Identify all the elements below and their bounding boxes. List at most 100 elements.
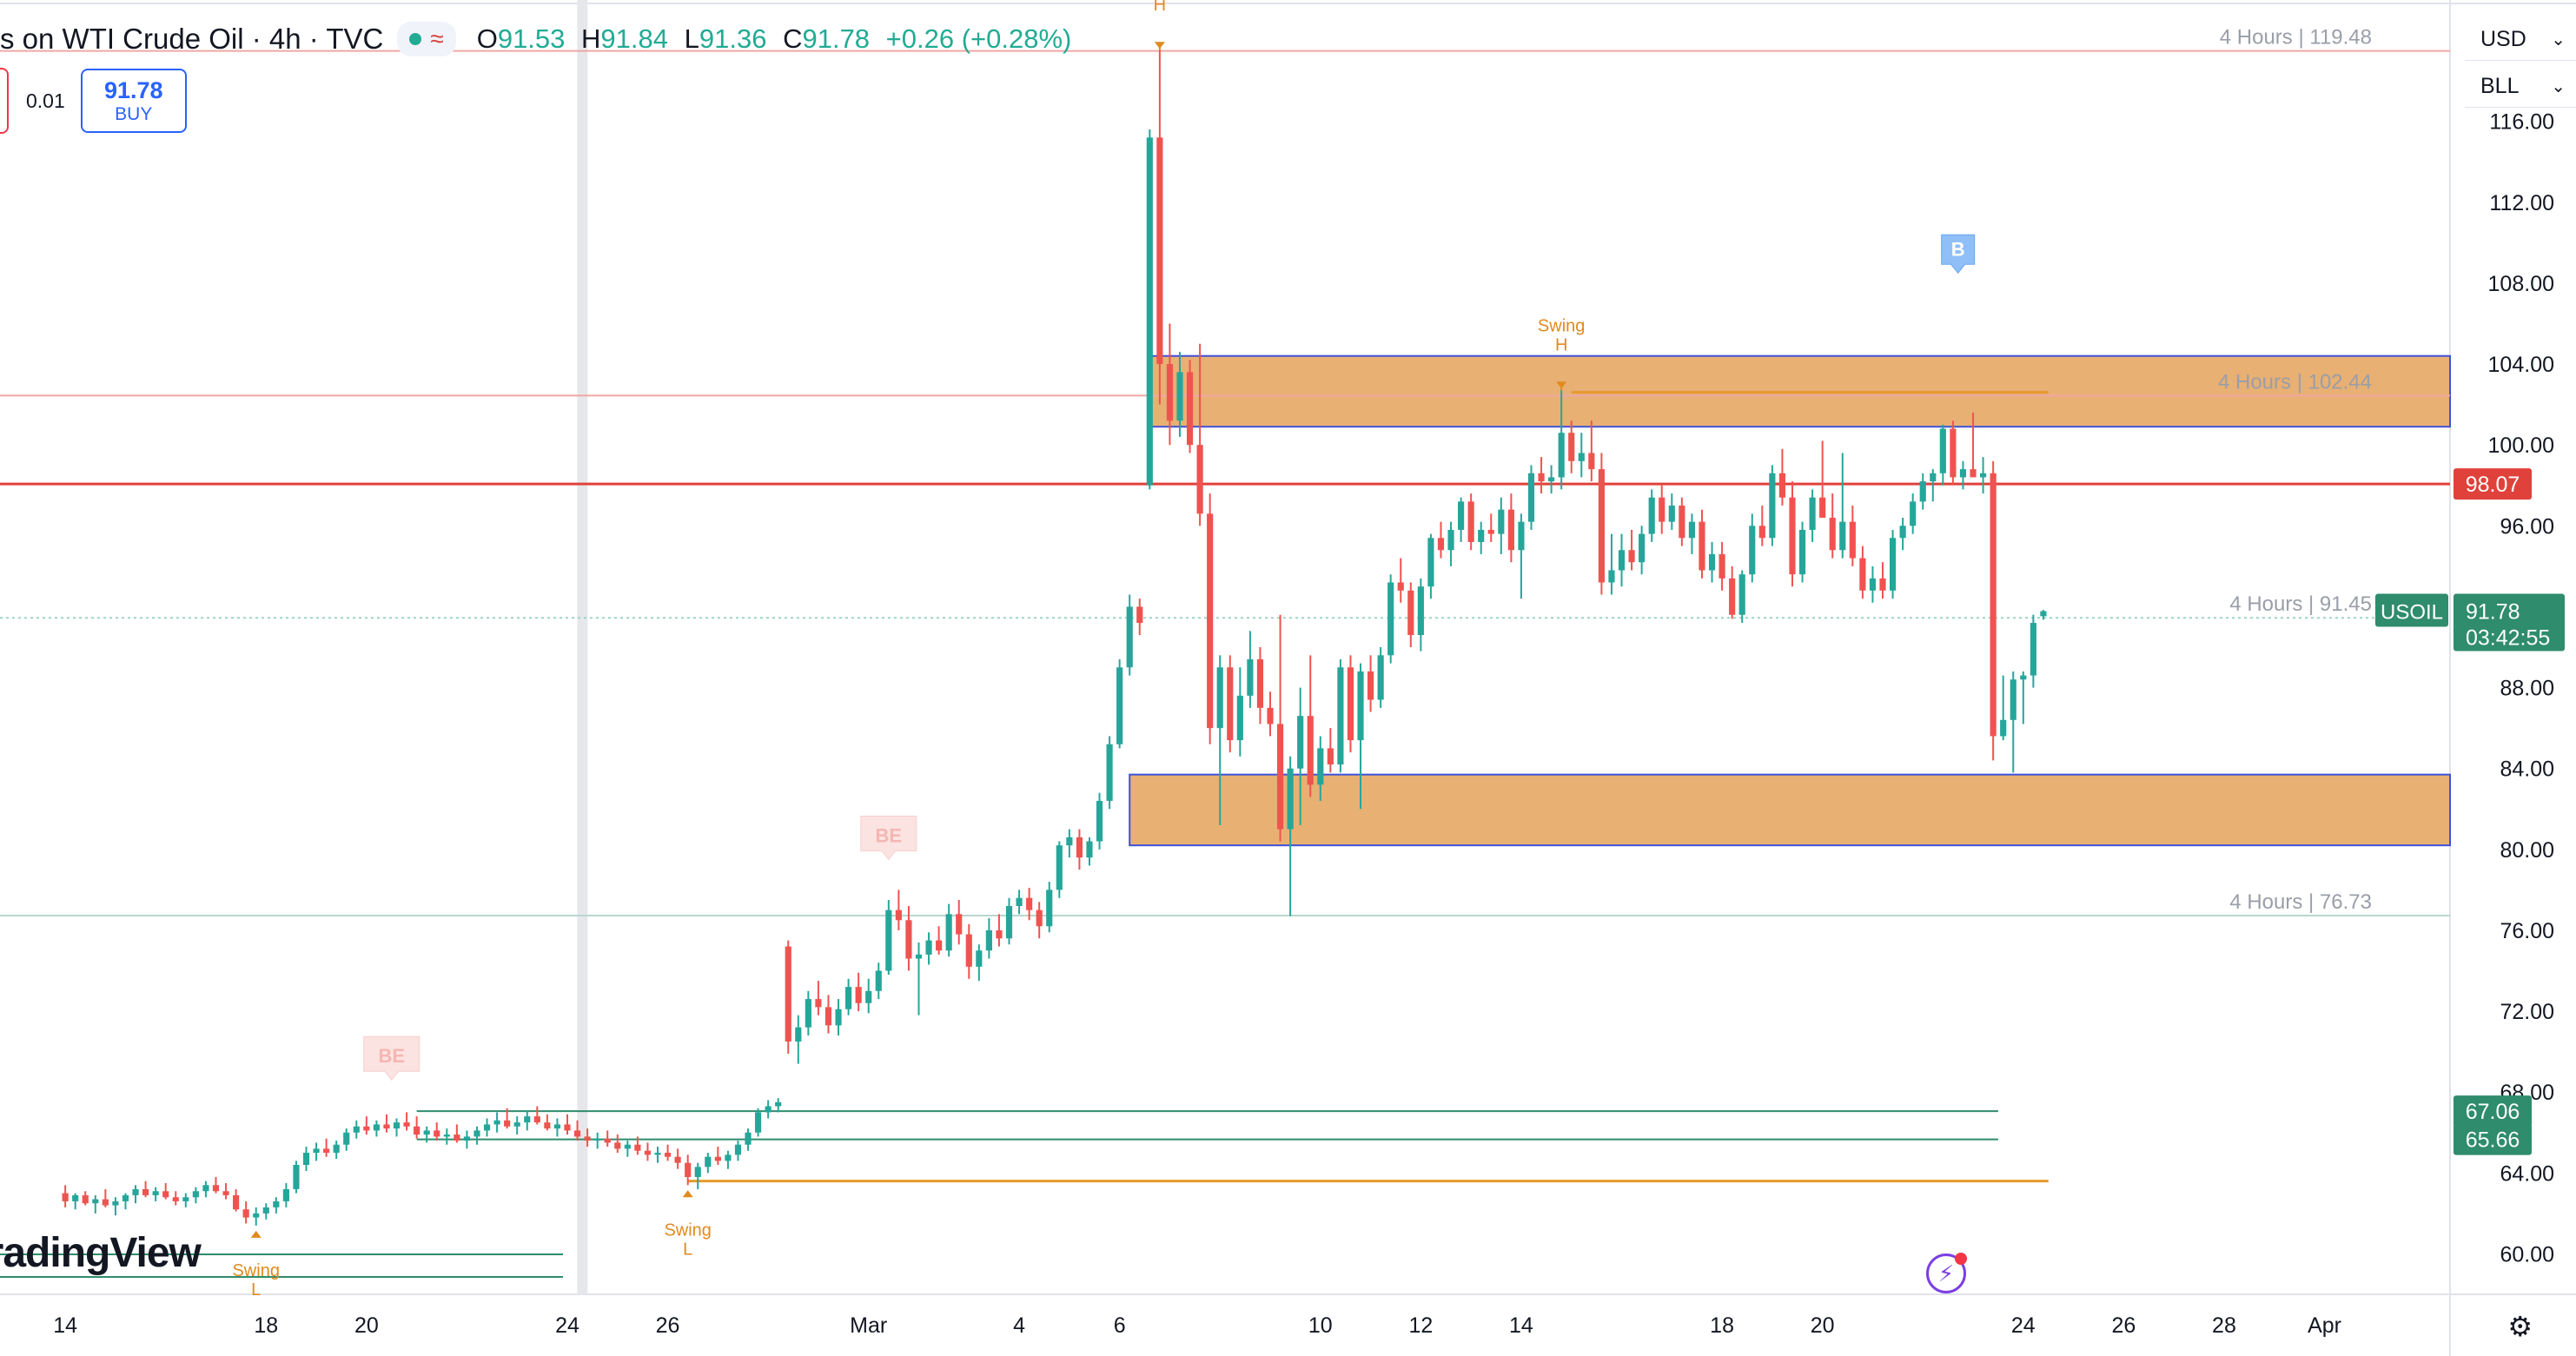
buy-button[interactable]: 91.78 BUY	[80, 69, 187, 133]
candle-body	[1618, 550, 1626, 571]
candle-body	[875, 970, 882, 991]
swing-sub-label: L	[251, 1280, 261, 1300]
market-status-pill[interactable]: ≈	[397, 22, 456, 56]
level-label: 4 Hours | 91.45	[2229, 592, 2372, 616]
ohlc-low-value: 91.36	[699, 23, 767, 54]
candle-body	[1738, 574, 1745, 615]
candle-body	[1337, 667, 1344, 765]
candle-body	[233, 1194, 240, 1210]
candle-body	[414, 1126, 421, 1135]
candle-body	[1317, 748, 1324, 785]
market-open-icon	[409, 33, 422, 45]
candle-body	[1578, 453, 1585, 461]
swing-sub-label: H	[1555, 335, 1567, 354]
candle-body	[996, 929, 1003, 939]
candle-body	[1387, 582, 1394, 656]
candle-body	[323, 1148, 330, 1154]
candle-body	[855, 987, 862, 1003]
unit-select[interactable]: BLL ⌄	[2465, 66, 2576, 108]
x-tick-label: 24	[2011, 1313, 2036, 1338]
candle-body	[1036, 910, 1043, 927]
candle-body	[1970, 469, 1977, 478]
candle-body	[674, 1156, 681, 1163]
candle-body	[513, 1122, 520, 1127]
candle-body	[1046, 890, 1053, 927]
candle-body	[483, 1124, 491, 1131]
candle-body	[132, 1188, 139, 1195]
candle-body	[845, 987, 852, 1009]
candle-body	[1267, 707, 1274, 724]
candle-body	[956, 914, 963, 935]
candle-body	[1106, 744, 1113, 801]
candle-body	[1367, 671, 1374, 700]
candle-body	[1005, 906, 1013, 939]
candle-body	[343, 1132, 350, 1145]
symbol-title[interactable]: s on WTI Crude Oil · 4h · TVC	[0, 23, 384, 55]
candle-body	[694, 1167, 701, 1177]
candle-body	[1056, 845, 1063, 890]
candle-body	[985, 929, 992, 951]
y-tick-label: 104.00	[2488, 353, 2554, 377]
x-tick-label: 24	[555, 1313, 579, 1338]
candle-body	[1507, 509, 1514, 551]
candle-body	[664, 1153, 672, 1157]
ohlc-high-value: 91.84	[600, 23, 668, 54]
symbol-badge	[2375, 593, 2448, 627]
candle-body	[1417, 586, 1424, 636]
currency-select[interactable]: USD ⌄	[2465, 19, 2576, 61]
candle-body	[1899, 526, 1906, 539]
flash-icon[interactable]: ⚡	[1926, 1253, 1967, 1293]
notification-dot	[1955, 1253, 1967, 1265]
candle-body	[1659, 497, 1665, 522]
candle-body	[553, 1124, 561, 1129]
candle-body	[62, 1193, 69, 1201]
candle-body	[1527, 473, 1535, 522]
candle-body	[1910, 501, 1917, 526]
candle-body	[1256, 658, 1264, 708]
trade-marker	[860, 815, 917, 861]
candle-body	[714, 1156, 721, 1161]
y-tick-label: 96.00	[2500, 514, 2554, 539]
ohlc-close-key: C	[783, 23, 803, 54]
candle-body	[725, 1154, 732, 1161]
candle-body	[1708, 553, 1716, 571]
trade-marker-label: BE	[378, 1045, 405, 1067]
candle-body	[754, 1112, 762, 1133]
candle-body	[2020, 675, 2027, 680]
swing-low-icon	[682, 1190, 693, 1198]
candle-body	[112, 1201, 119, 1206]
candle-body	[313, 1148, 320, 1154]
ohlc-open-key: O	[476, 23, 498, 54]
candle-body	[745, 1132, 752, 1145]
candle-body	[705, 1156, 712, 1167]
ohlc-readout: O91.53 H91.84 L91.36 C91.78 +0.26 (+0.28…	[477, 23, 1072, 55]
candle-body	[443, 1134, 450, 1137]
ohlc-low-key: L	[684, 23, 699, 54]
candle-body	[172, 1197, 179, 1201]
candle-body	[805, 999, 811, 1028]
candle-body	[1287, 768, 1294, 830]
sell-button[interactable]	[0, 68, 9, 134]
y-tick-label: 76.00	[2500, 919, 2554, 943]
candle-body	[1809, 497, 1816, 530]
candle-body	[1397, 582, 1404, 591]
candle-body	[1156, 137, 1163, 365]
candle-body	[1648, 497, 1655, 534]
candle-body	[1769, 473, 1776, 539]
candle-body	[142, 1188, 149, 1195]
candle-body	[1668, 506, 1675, 522]
candle-body	[302, 1153, 310, 1165]
candle-body	[1016, 897, 1023, 906]
candle-body	[895, 910, 902, 921]
gear-icon[interactable]: ⚙	[2507, 1311, 2533, 1342]
spread-value: 0.01	[26, 89, 65, 112]
candle-body	[644, 1150, 652, 1155]
candle-body	[403, 1122, 410, 1127]
candle-body	[162, 1191, 169, 1198]
candle-body	[785, 946, 791, 1042]
candle-body	[253, 1213, 260, 1218]
swing-label: Swing	[664, 1220, 711, 1240]
candle-body	[122, 1194, 129, 1201]
